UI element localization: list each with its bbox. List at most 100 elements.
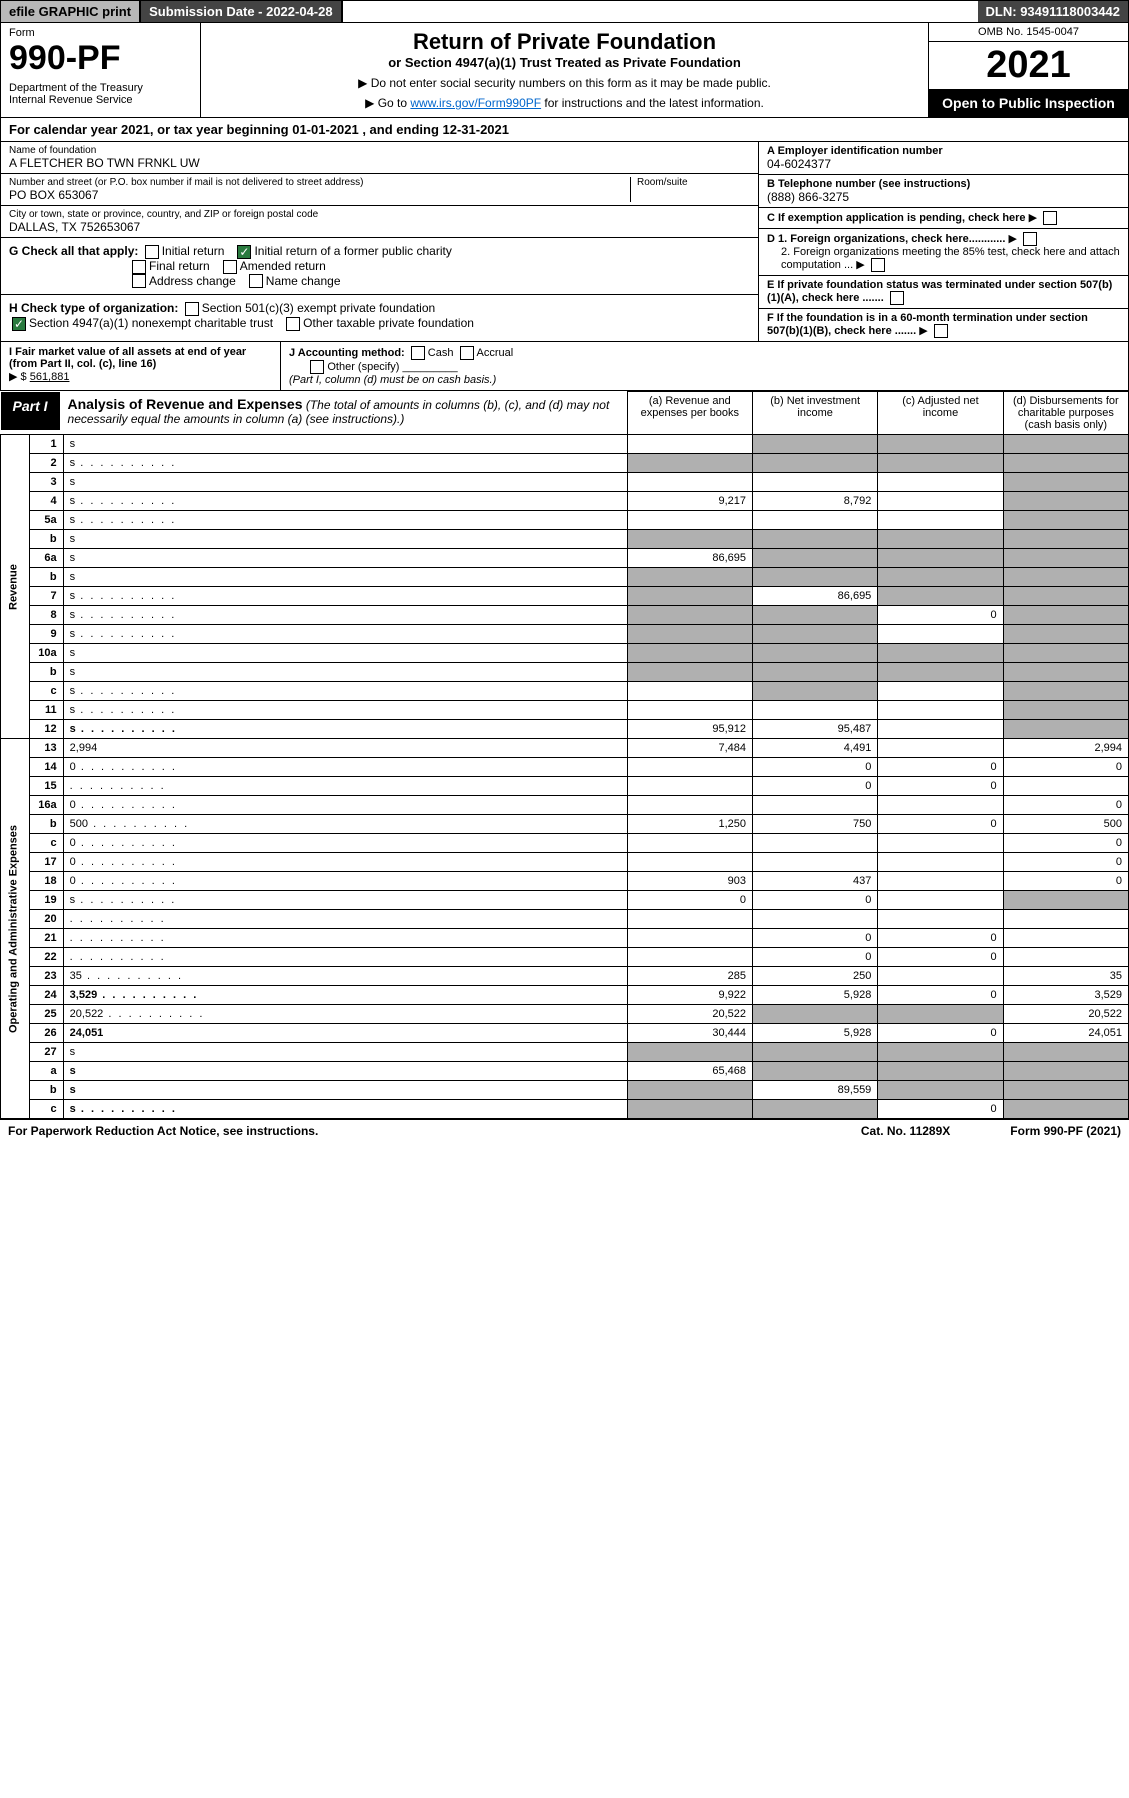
note-link: ▶ Go to www.irs.gov/Form990PF for instru… bbox=[207, 96, 922, 110]
cell-a: 7,484 bbox=[627, 739, 752, 758]
line-desc: s bbox=[63, 682, 627, 701]
cb-c[interactable] bbox=[1043, 211, 1057, 225]
cb-initial-former[interactable]: ✓ bbox=[237, 245, 251, 259]
cell-c bbox=[878, 872, 1003, 891]
line-desc: 2,994 bbox=[63, 739, 627, 758]
cell-c bbox=[878, 530, 1003, 549]
cb-501c3[interactable] bbox=[185, 302, 199, 316]
part1-table: Part I Analysis of Revenue and Expenses … bbox=[0, 391, 1129, 1119]
cell-a bbox=[627, 929, 752, 948]
line-number: 10a bbox=[30, 644, 63, 663]
cell-c bbox=[878, 1043, 1003, 1062]
cell-b bbox=[752, 1043, 877, 1062]
table-row: c00 bbox=[1, 834, 1129, 853]
line-desc: 3,529 bbox=[63, 986, 627, 1005]
cell-d bbox=[1003, 910, 1128, 929]
line-number: 23 bbox=[30, 967, 63, 986]
cb-initial-return[interactable] bbox=[145, 245, 159, 259]
cell-c: 0 bbox=[878, 606, 1003, 625]
cell-b bbox=[752, 701, 877, 720]
cell-a bbox=[627, 568, 752, 587]
line-number: 7 bbox=[30, 587, 63, 606]
cell-a: 30,444 bbox=[627, 1024, 752, 1043]
cb-amended[interactable] bbox=[223, 260, 237, 274]
cell-d bbox=[1003, 473, 1128, 492]
cb-cash[interactable] bbox=[411, 346, 425, 360]
table-row: 4s9,2178,792 bbox=[1, 492, 1129, 511]
cell-d: 24,051 bbox=[1003, 1024, 1128, 1043]
cell-a: 9,217 bbox=[627, 492, 752, 511]
cell-c bbox=[878, 549, 1003, 568]
cell-b bbox=[752, 1005, 877, 1024]
i-j-row: I Fair market value of all assets at end… bbox=[0, 342, 1129, 391]
table-row: 2200 bbox=[1, 948, 1129, 967]
cb-final-return[interactable] bbox=[132, 260, 146, 274]
cell-c bbox=[878, 891, 1003, 910]
expenses-side-label: Operating and Administrative Expenses bbox=[1, 739, 30, 1119]
cell-b: 5,928 bbox=[752, 1024, 877, 1043]
table-row: b5001,2507500500 bbox=[1, 815, 1129, 834]
cell-a: 20,522 bbox=[627, 1005, 752, 1024]
cell-d bbox=[1003, 720, 1128, 739]
cb-other-method[interactable] bbox=[310, 360, 324, 374]
cb-d1[interactable] bbox=[1023, 232, 1037, 246]
ein-label: A Employer identification number bbox=[767, 145, 1120, 157]
cell-c bbox=[878, 739, 1003, 758]
cell-d bbox=[1003, 701, 1128, 720]
cell-b bbox=[752, 910, 877, 929]
line-desc: s bbox=[63, 720, 627, 739]
cat-no: Cat. No. 11289X bbox=[861, 1124, 950, 1138]
c-label: C If exemption application is pending, c… bbox=[767, 212, 1026, 224]
cell-d: 0 bbox=[1003, 872, 1128, 891]
efile-label[interactable]: efile GRAPHIC print bbox=[1, 1, 141, 22]
cb-e[interactable] bbox=[890, 291, 904, 305]
cell-a bbox=[627, 530, 752, 549]
irs-link[interactable]: www.irs.gov/Form990PF bbox=[410, 96, 541, 110]
cb-address-change[interactable] bbox=[132, 274, 146, 288]
cb-f[interactable] bbox=[934, 324, 948, 338]
cell-a bbox=[627, 625, 752, 644]
table-row: 233528525035 bbox=[1, 967, 1129, 986]
form-ref: Form 990-PF (2021) bbox=[1010, 1124, 1121, 1138]
footer: For Paperwork Reduction Act Notice, see … bbox=[0, 1119, 1129, 1142]
phone-label: B Telephone number (see instructions) bbox=[767, 178, 1120, 190]
line-number: b bbox=[30, 568, 63, 587]
cell-a bbox=[627, 454, 752, 473]
cell-d bbox=[1003, 1043, 1128, 1062]
cb-name-change[interactable] bbox=[249, 274, 263, 288]
cell-b: 5,928 bbox=[752, 986, 877, 1005]
line-number: 13 bbox=[30, 739, 63, 758]
table-row: Revenue1s bbox=[1, 435, 1129, 454]
table-row: 11s bbox=[1, 701, 1129, 720]
table-row: Operating and Administrative Expenses132… bbox=[1, 739, 1129, 758]
address-label: Number and street (or P.O. box number if… bbox=[9, 177, 630, 188]
table-row: 10as bbox=[1, 644, 1129, 663]
cell-c: 0 bbox=[878, 815, 1003, 834]
table-row: cs0 bbox=[1, 1100, 1129, 1119]
cb-d2[interactable] bbox=[871, 258, 885, 272]
cell-c bbox=[878, 492, 1003, 511]
cell-c bbox=[878, 511, 1003, 530]
cell-b bbox=[752, 796, 877, 815]
cell-a bbox=[627, 644, 752, 663]
line-desc: s bbox=[63, 644, 627, 663]
cell-a bbox=[627, 1100, 752, 1119]
address: PO BOX 653067 bbox=[9, 188, 630, 202]
cell-a bbox=[627, 948, 752, 967]
dln: DLN: 93491118003442 bbox=[978, 1, 1128, 22]
cb-4947a1[interactable]: ✓ bbox=[12, 317, 26, 331]
cb-other-taxable[interactable] bbox=[286, 317, 300, 331]
j-note: (Part I, column (d) must be on cash basi… bbox=[289, 374, 496, 386]
table-row: 2s bbox=[1, 454, 1129, 473]
cell-b bbox=[752, 530, 877, 549]
cell-d: 20,522 bbox=[1003, 1005, 1128, 1024]
line-number: b bbox=[30, 663, 63, 682]
cell-c bbox=[878, 625, 1003, 644]
line-number: 4 bbox=[30, 492, 63, 511]
cell-d: 0 bbox=[1003, 853, 1128, 872]
cb-accrual[interactable] bbox=[460, 346, 474, 360]
tax-year: 2021 bbox=[929, 42, 1128, 89]
cell-c: 0 bbox=[878, 986, 1003, 1005]
table-row: 1809034370 bbox=[1, 872, 1129, 891]
cell-d bbox=[1003, 891, 1128, 910]
